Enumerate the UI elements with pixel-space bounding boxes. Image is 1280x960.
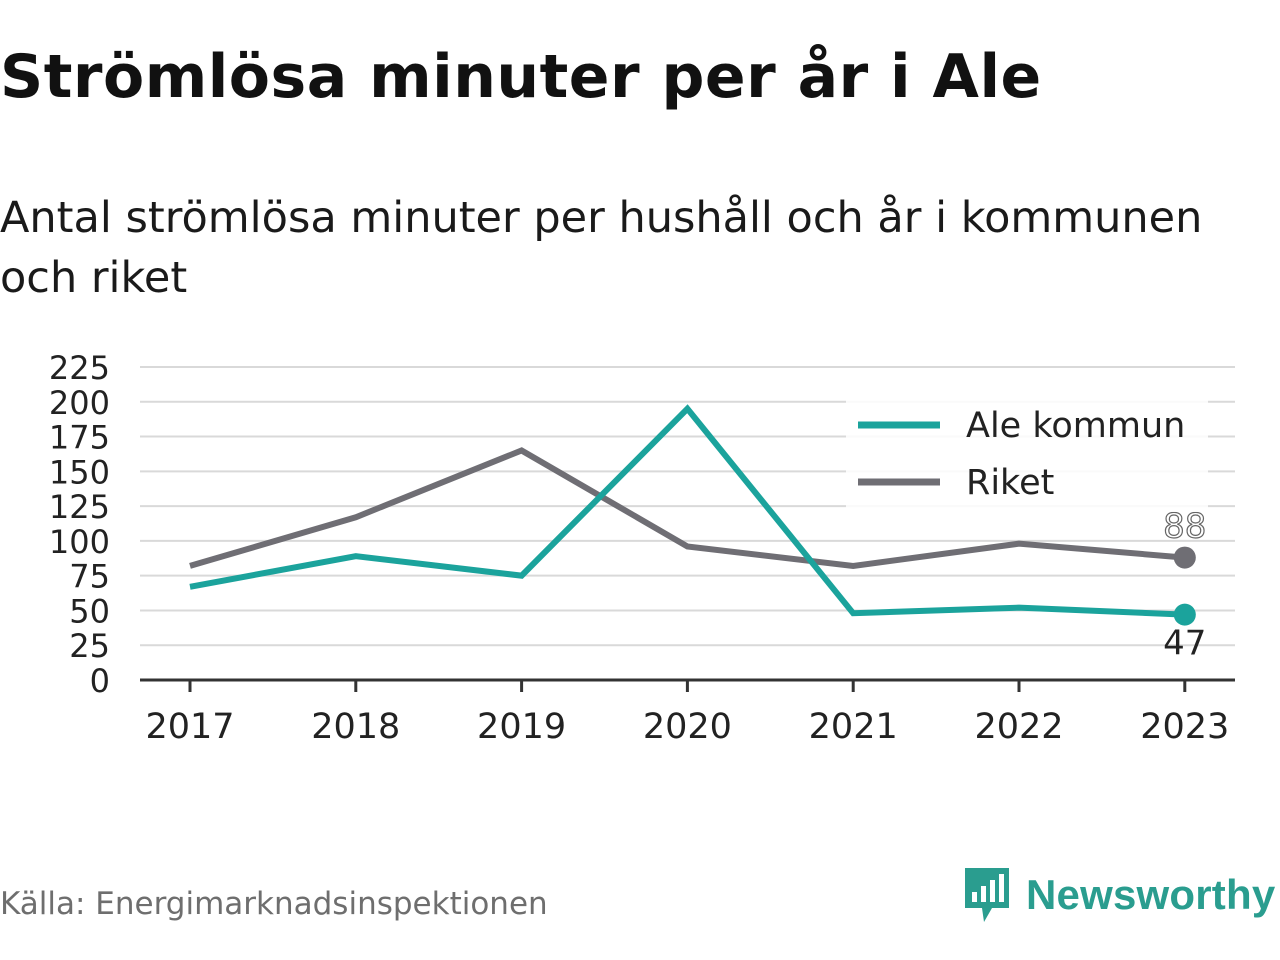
y-tick-label-75: 75 <box>69 558 110 596</box>
y-tick-label-200: 200 <box>49 384 110 422</box>
newsworthy-logo: Newsworthy <box>962 862 1275 928</box>
end-label-riket: 88 <box>1163 507 1206 547</box>
y-tick-label-150: 150 <box>49 453 110 491</box>
chart-subtitle: Antal strömlösa minuter per hushåll och … <box>0 193 1203 303</box>
y-tick-label-125: 125 <box>49 488 110 526</box>
x-tick-label-2018: 2018 <box>311 707 400 747</box>
x-axis: 2017 2018 2019 2020 2021 2022 2023 <box>140 678 1235 747</box>
legend-box <box>846 398 1208 512</box>
x-tick-label-2023: 2023 <box>1140 707 1229 747</box>
x-tick-label-2022: 2022 <box>974 707 1063 747</box>
end-point-riket <box>1173 546 1196 569</box>
x-tick-label-2020: 2020 <box>643 707 732 747</box>
y-tick-label-0: 0 <box>90 662 110 700</box>
brand-name: Newsworthy <box>1026 871 1276 918</box>
legend-label-ale-kommun: Ale kommun <box>966 406 1185 446</box>
legend-label-riket: Riket <box>966 463 1054 503</box>
chart-title: Strömlösa minuter per år i Ale <box>0 42 1042 112</box>
source-note: Källa: Energimarknadsinspektionen <box>0 886 548 922</box>
bar-chart-speech-bubble-icon <box>965 868 1009 922</box>
y-tick-label-50: 50 <box>69 592 110 630</box>
y-tick-label-25: 25 <box>69 627 110 665</box>
end-point-ale-kommun <box>1173 603 1196 626</box>
y-tick-label-225: 225 <box>49 349 110 387</box>
grid-lines <box>140 366 1235 647</box>
x-tick-label-2021: 2021 <box>809 707 898 747</box>
y-tick-label-175: 175 <box>49 419 110 457</box>
legend: Ale kommun Riket <box>846 398 1208 512</box>
series-line-ale-kommun <box>189 404 1185 618</box>
y-tick-label-100: 100 <box>49 523 110 561</box>
x-tick-label-2019: 2019 <box>477 707 566 747</box>
end-label-ale-kommun: 47 <box>1163 624 1206 664</box>
series-lines: 88 47 <box>189 404 1207 664</box>
series-line-riket <box>189 447 1186 569</box>
x-tick-label-2017: 2017 <box>145 707 234 747</box>
